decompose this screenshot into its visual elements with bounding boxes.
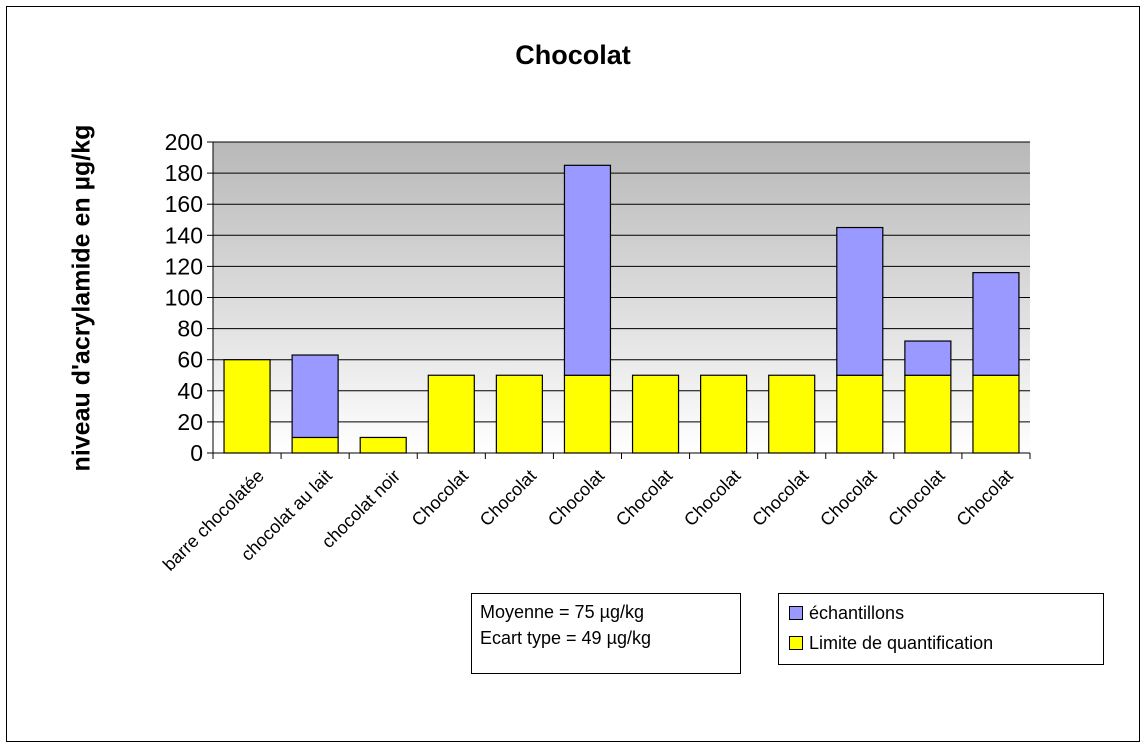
- legend-item-loq: Limite de quantification: [789, 628, 1093, 658]
- bar-samples: [836, 226, 884, 376]
- bar-loq: [563, 374, 612, 454]
- x-tick-label: Chocolat: [408, 466, 472, 530]
- legend: échantillons Limite de quantification: [778, 593, 1104, 665]
- y-tick-label: 160: [165, 191, 203, 217]
- y-tick-label: 80: [177, 316, 203, 342]
- bar-loq: [904, 374, 952, 454]
- bar-loq: [768, 374, 816, 454]
- legend-swatch-loq: [789, 636, 803, 650]
- x-tick-label: Chocolat: [476, 466, 540, 530]
- y-tick-label: 0: [190, 440, 203, 466]
- y-tick-label: 140: [165, 222, 203, 248]
- y-tick-label: 60: [177, 347, 203, 373]
- bar-loq: [836, 374, 884, 454]
- stats-box: Moyenne = 75 µg/kg Ecart type = 49 µg/kg: [471, 593, 741, 674]
- bar-loq: [631, 374, 680, 454]
- y-tick-label: 120: [165, 253, 203, 279]
- x-tick-label: Chocolat: [952, 466, 1016, 530]
- bar-loq: [291, 436, 339, 454]
- chart-title: Chocolat: [515, 40, 631, 70]
- y-tick-label: 20: [177, 409, 203, 435]
- bar-samples: [563, 164, 612, 376]
- bar-samples: [904, 340, 952, 376]
- bar-loq: [427, 374, 475, 454]
- stdev-text: Ecart type = 49 µg/kg: [480, 628, 651, 648]
- x-tick-label: Chocolat: [544, 466, 608, 530]
- y-tick-label: 40: [177, 378, 203, 404]
- x-tick-label: Chocolat: [680, 466, 744, 530]
- bar-loq: [972, 374, 1020, 454]
- legend-label-samples: échantillons: [809, 603, 905, 623]
- x-tick-label: Chocolat: [748, 466, 812, 530]
- bar-loq: [359, 436, 407, 454]
- legend-item-samples: échantillons: [789, 598, 1093, 628]
- bars: [223, 164, 1020, 454]
- y-tick-label: 180: [165, 160, 203, 186]
- bar-samples: [972, 272, 1020, 376]
- x-tick-label: Chocolat: [612, 466, 676, 530]
- bar-loq: [495, 374, 543, 454]
- legend-swatch-samples: [789, 606, 803, 620]
- bar-loq: [223, 359, 271, 454]
- legend-label-loq: Limite de quantification: [809, 633, 994, 653]
- mean-text: Moyenne = 75 µg/kg: [480, 602, 644, 622]
- x-tick-label: Chocolat: [884, 466, 948, 530]
- x-tick-label: Chocolat: [816, 466, 880, 530]
- y-tick-label: 100: [165, 285, 203, 311]
- y-tick-label: 200: [165, 129, 203, 155]
- bar-samples: [291, 354, 339, 439]
- gridlines: [213, 141, 1030, 423]
- bar-loq: [700, 374, 748, 454]
